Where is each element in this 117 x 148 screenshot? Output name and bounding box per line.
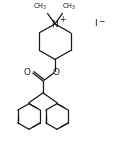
Text: CH$_3$: CH$_3$ <box>33 2 48 12</box>
Text: O: O <box>53 68 60 77</box>
Text: O: O <box>24 68 31 77</box>
Text: −: − <box>99 17 105 26</box>
Text: I: I <box>94 19 96 28</box>
Text: +: + <box>60 15 66 24</box>
Text: CH$_3$: CH$_3$ <box>62 2 77 12</box>
Text: N: N <box>52 20 58 29</box>
